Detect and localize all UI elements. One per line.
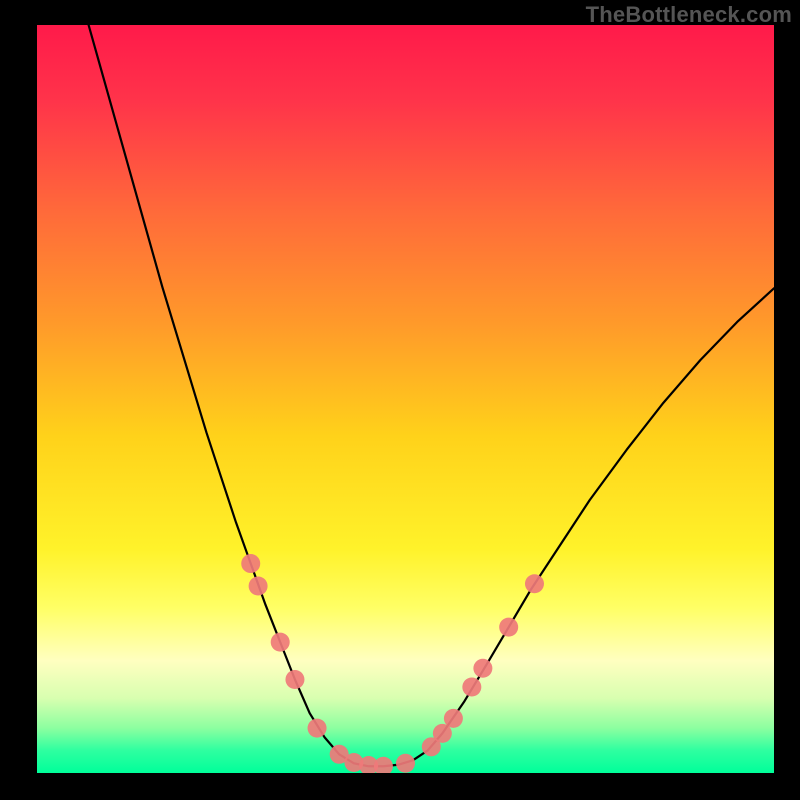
data-marker	[473, 659, 492, 678]
gradient-background	[37, 25, 774, 773]
data-marker	[525, 574, 544, 593]
data-marker	[241, 554, 260, 573]
data-marker	[499, 618, 518, 637]
data-marker	[271, 633, 290, 652]
data-marker	[285, 670, 304, 689]
data-marker	[462, 677, 481, 696]
data-marker	[396, 754, 415, 773]
data-marker	[249, 577, 268, 596]
chart-svg	[37, 25, 774, 773]
data-marker	[444, 709, 463, 728]
data-marker	[308, 719, 327, 738]
chart-plot-area	[37, 25, 774, 773]
